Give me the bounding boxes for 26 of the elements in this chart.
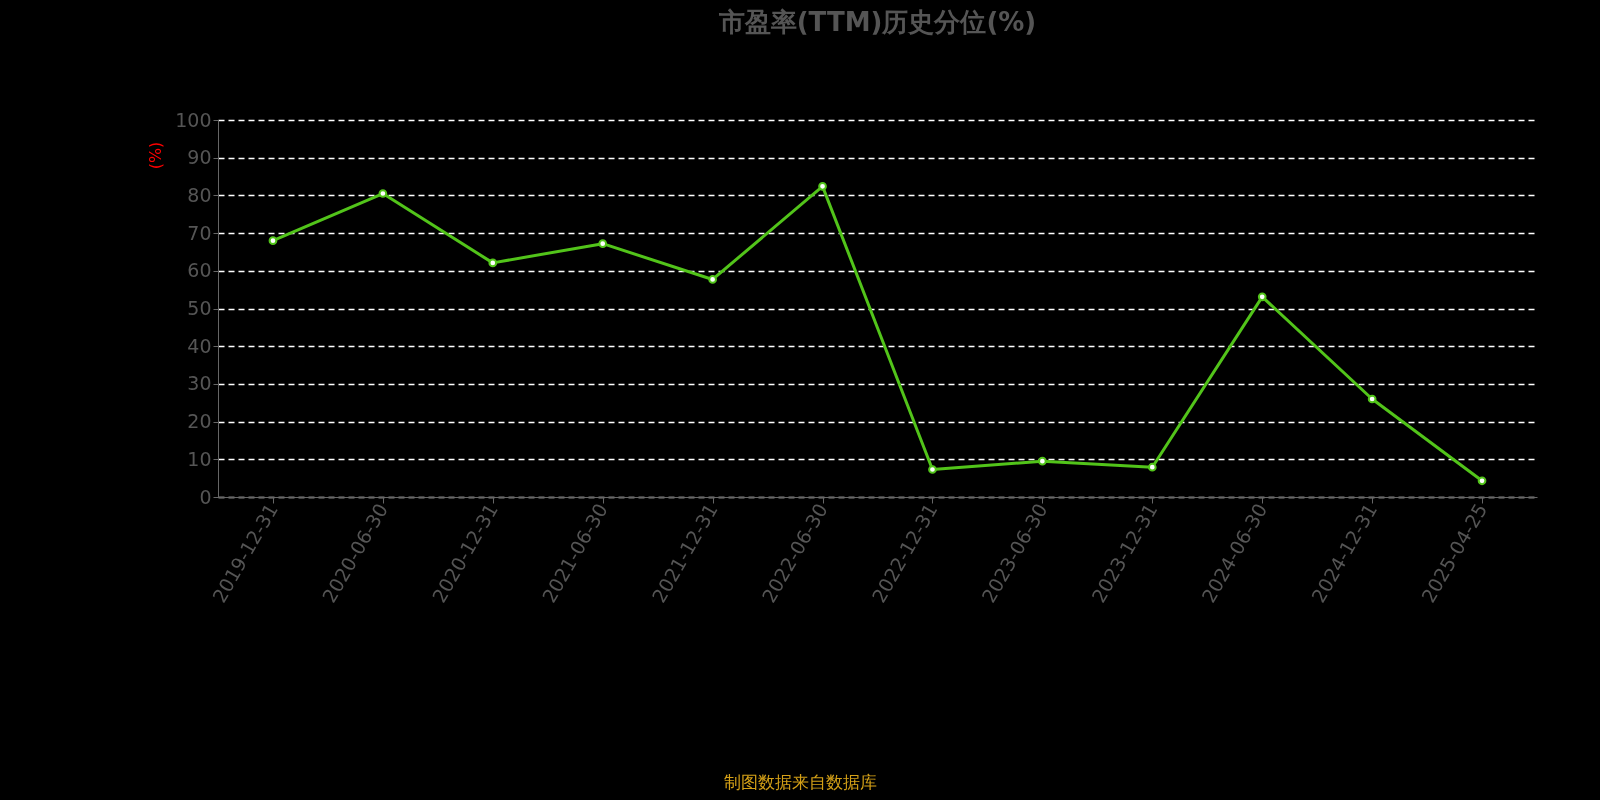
- y-tick-label: 90: [187, 146, 212, 169]
- point: [268, 236, 278, 245]
- point: [708, 275, 717, 284]
- y-tick-label: 0: [199, 485, 212, 508]
- point: [1477, 476, 1487, 486]
- point: [818, 182, 827, 191]
- y-tick-label: 10: [187, 447, 212, 470]
- point: [1257, 292, 1267, 302]
- y-tick-label: 80: [187, 183, 212, 206]
- point: [488, 258, 498, 268]
- y-tick-label: 60: [187, 259, 212, 282]
- point: [1038, 456, 1047, 466]
- point: [598, 239, 608, 248]
- chart-title: 市盈率(TTM)历史分位(%): [717, 7, 1037, 37]
- point: [378, 189, 388, 198]
- point: [1367, 394, 1377, 404]
- y-tick-label: 40: [187, 334, 212, 357]
- y-tick-label: 100: [175, 108, 212, 131]
- text: 制图数据来自数据库: [723, 772, 877, 792]
- y-axis-title: (%): [145, 141, 165, 170]
- y-tick-label: 50: [187, 297, 212, 319]
- y-tick-label: 30: [187, 372, 212, 395]
- point: [1147, 462, 1157, 472]
- point: [928, 465, 937, 474]
- y-tick-label: 70: [187, 221, 212, 244]
- y-tick-label: 20: [187, 410, 212, 433]
